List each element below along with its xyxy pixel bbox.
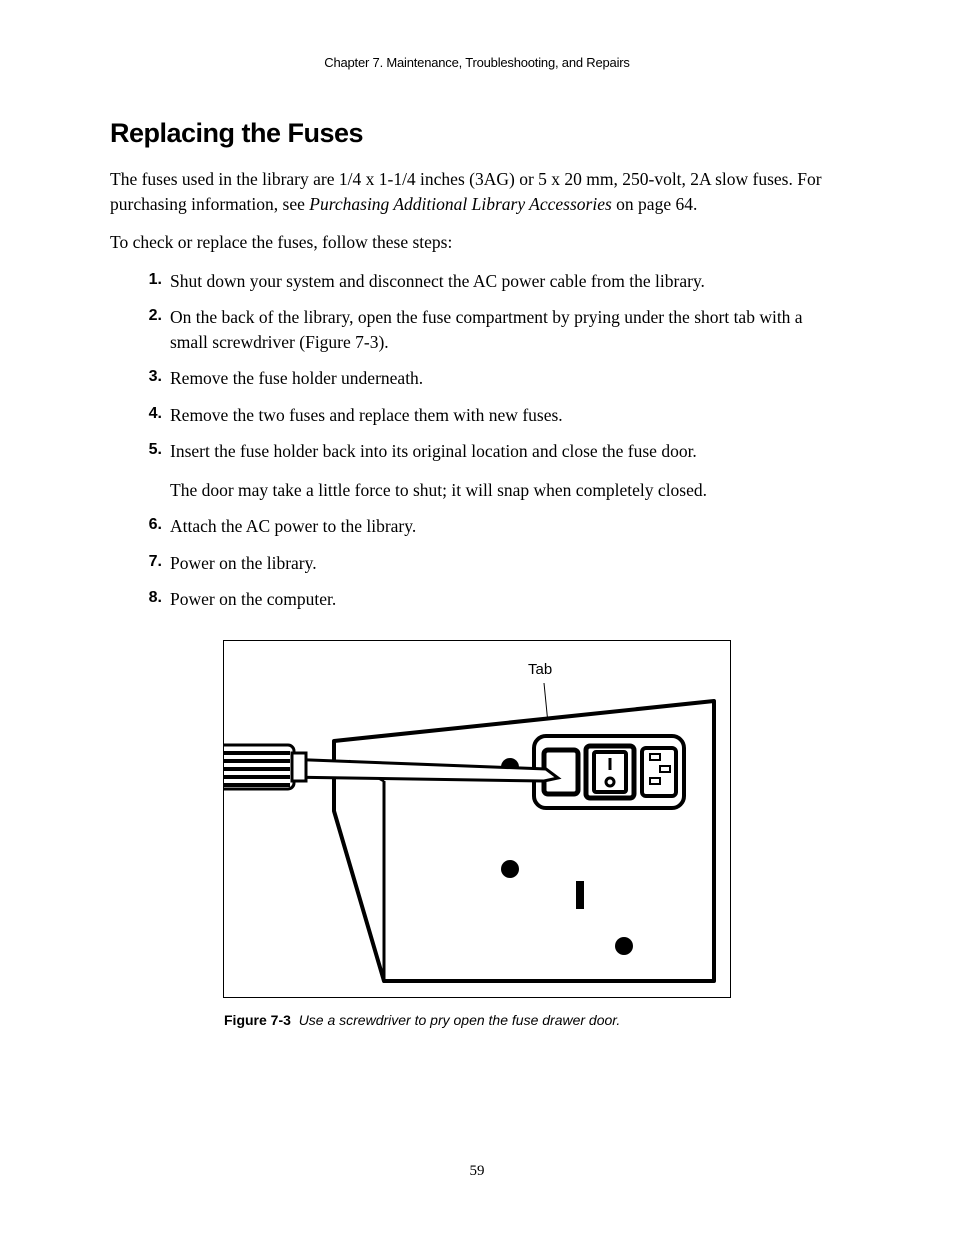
step-2: On the back of the library, open the fus… <box>110 305 844 354</box>
step-1: Shut down your system and disconnect the… <box>110 269 844 294</box>
step-3: Remove the fuse holder underneath. <box>110 366 844 391</box>
figure-frame: Tab <box>223 640 731 998</box>
figure-caption-text: Use a screwdriver to pry open the fuse d… <box>299 1012 621 1028</box>
step-8: Power on the computer. <box>110 587 844 612</box>
intro-paragraph-1: The fuses used in the library are 1/4 x … <box>110 167 844 216</box>
step-7: Power on the library. <box>110 551 844 576</box>
step-3-text: Remove the fuse holder underneath. <box>170 368 423 388</box>
step-6-text: Attach the AC power to the library. <box>170 516 416 536</box>
section-title: Replacing the Fuses <box>110 118 844 149</box>
step-1-text: Shut down your system and disconnect the… <box>170 271 705 291</box>
step-5-text-b: The door may take a little force to shut… <box>170 478 844 503</box>
step-2-text: On the back of the library, open the fus… <box>170 307 803 352</box>
step-4-text: Remove the two fuses and replace them wi… <box>170 405 563 425</box>
step-6: Attach the AC power to the library. <box>110 514 844 539</box>
steps-list: Shut down your system and disconnect the… <box>110 269 844 612</box>
document-page: Chapter 7. Maintenance, Troubleshooting,… <box>0 0 954 1235</box>
figure-block: Tab <box>110 640 844 1028</box>
figure-caption: Figure 7-3 Use a screwdriver to pry open… <box>224 1012 730 1028</box>
step-7-text: Power on the library. <box>170 553 317 573</box>
figure-tab-label: Tab <box>528 661 552 678</box>
step-5-text-a: Insert the fuse holder back into its ori… <box>170 441 697 461</box>
intro-paragraph-2: To check or replace the fuses, follow th… <box>110 230 844 255</box>
page-number: 59 <box>0 1163 954 1180</box>
figure-number: Figure 7-3 <box>224 1012 291 1028</box>
step-8-text: Power on the computer. <box>170 589 336 609</box>
chapter-header: Chapter 7. Maintenance, Troubleshooting,… <box>110 55 844 70</box>
step-5: Insert the fuse holder back into its ori… <box>110 439 844 502</box>
figure-illustration <box>224 641 730 997</box>
intro-p1-italic: Purchasing Additional Library Accessorie… <box>309 194 612 214</box>
step-4: Remove the two fuses and replace them wi… <box>110 403 844 428</box>
intro-p1-text2: on page 64. <box>612 194 698 214</box>
